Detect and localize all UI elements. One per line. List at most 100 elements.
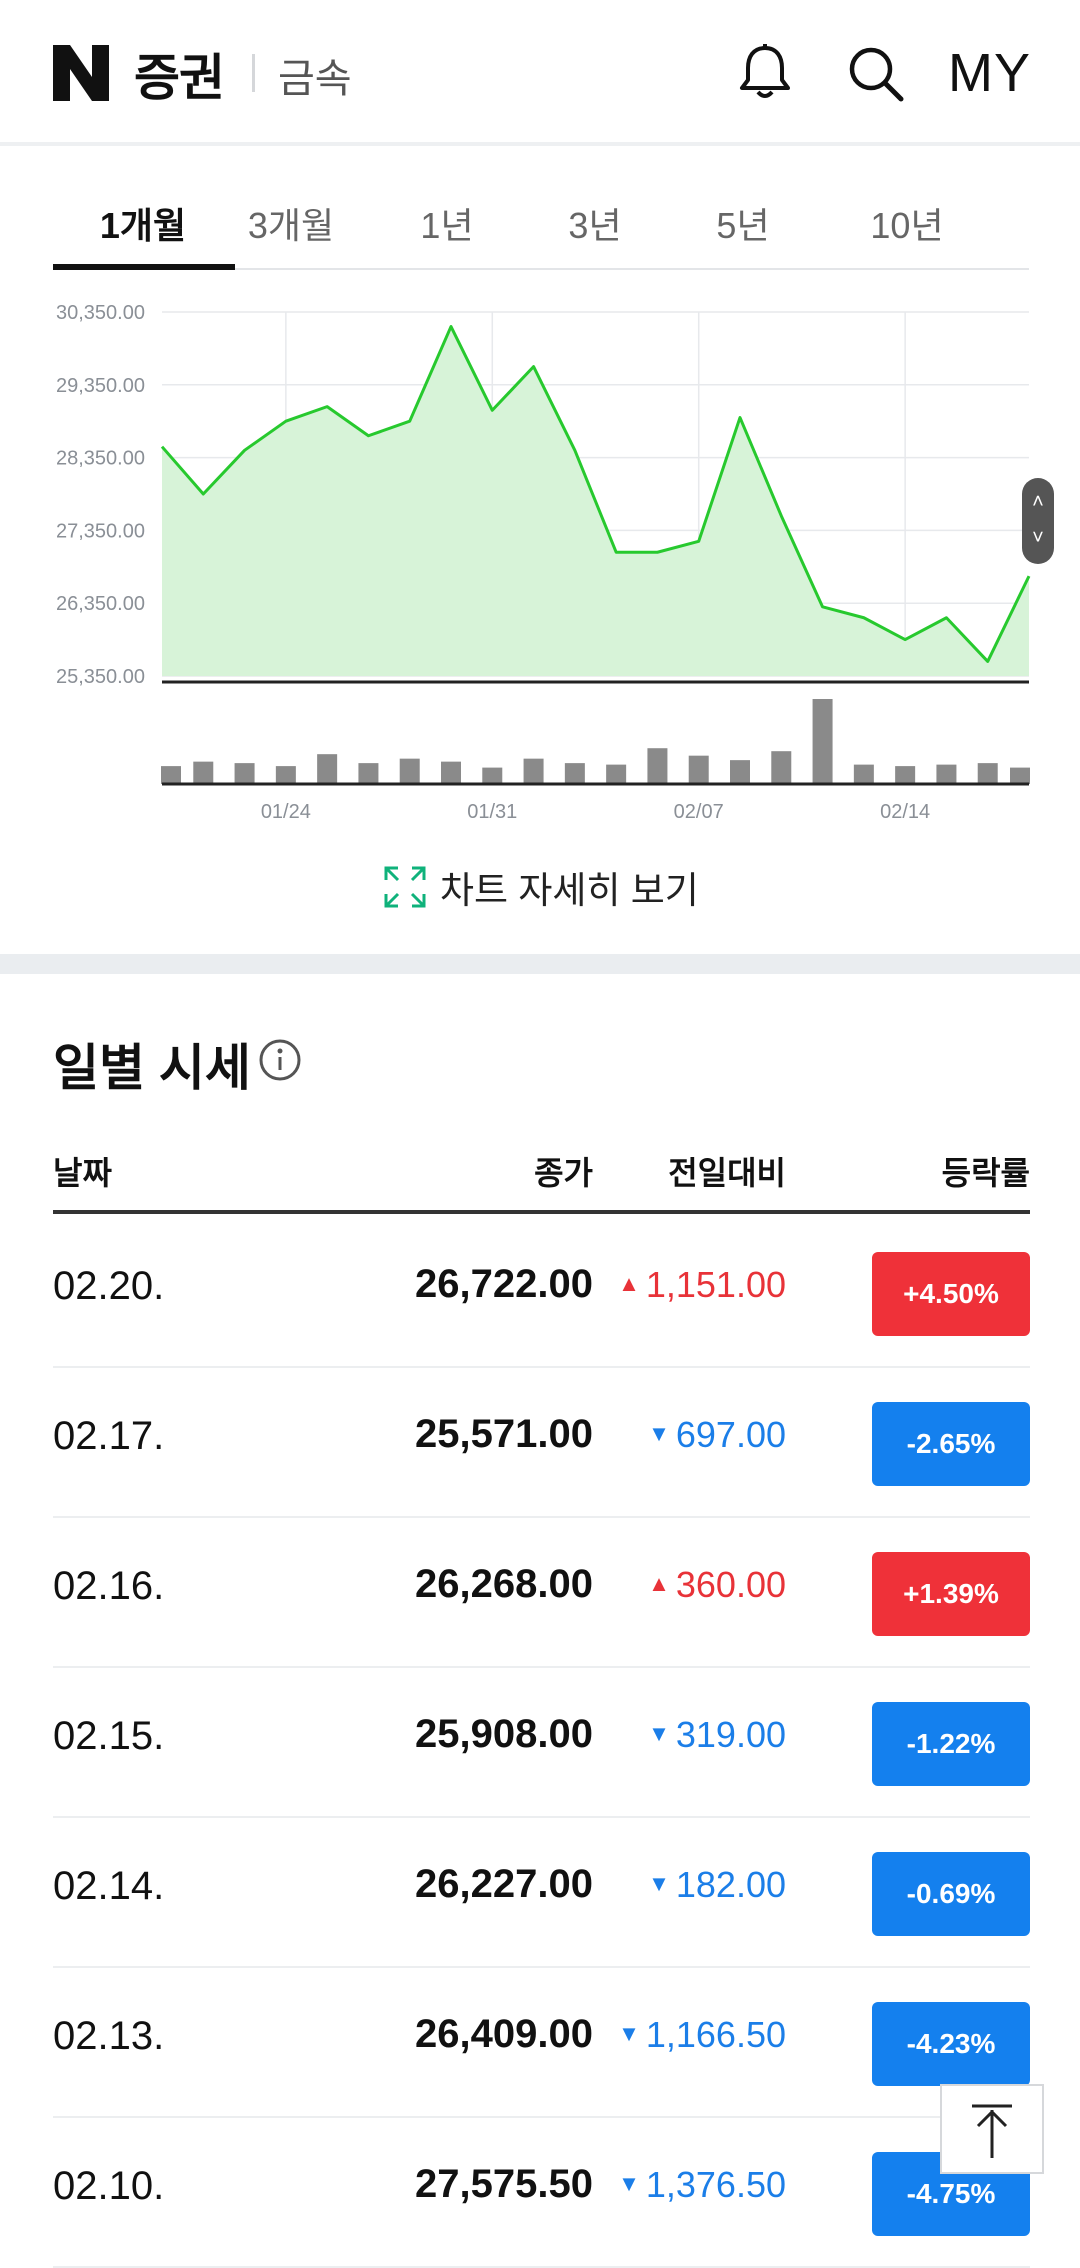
row-change: ▼ 182.00 — [648, 1864, 786, 1906]
row-close-price: 25,908.00 — [415, 1712, 593, 1756]
volume-bar — [275, 766, 296, 784]
row-date: 02.17. — [53, 1414, 165, 1458]
tab-3month[interactable]: 3개월 — [247, 205, 335, 246]
row-date: 02.13. — [53, 2014, 165, 2058]
volume-bar — [399, 758, 420, 784]
row-change-value: 319.00 — [675, 1714, 786, 1755]
row-rate-badge: +4.50% — [872, 1252, 1030, 1336]
section-divider — [0, 954, 1080, 974]
row-change-value: 1,151.00 — [645, 1264, 786, 1305]
my-menu-button[interactable]: MY — [948, 43, 1031, 103]
y-tick-label: 26,350.00 — [56, 593, 145, 615]
row-change: ▼ 697.00 — [648, 1414, 786, 1456]
header-close: 종가 — [534, 1155, 593, 1191]
y-tick-label: 27,350.00 — [56, 520, 145, 542]
table-row[interactable]: 02.20. 26,722.00 ▲ 1,151.00 +4.50% — [53, 1218, 1030, 1368]
row-change-value: 182.00 — [675, 1864, 786, 1905]
row-close-price: 26,409.00 — [415, 2012, 593, 2056]
row-change: ▼ 319.00 — [648, 1714, 786, 1756]
volume-bar — [977, 763, 998, 784]
x-tick-label: 01/24 — [261, 801, 311, 823]
row-change-value: 1,166.50 — [645, 2014, 786, 2055]
y-tick-label: 29,350.00 — [56, 375, 145, 397]
row-close-price: 26,722.00 — [415, 1262, 593, 1306]
row-date: 02.15. — [53, 1714, 165, 1758]
volume-bar — [317, 754, 338, 784]
price-line — [160, 325, 1031, 663]
header-diff: 전일대비 — [668, 1155, 786, 1191]
active-tab-indicator — [53, 264, 235, 270]
brand-title[interactable]: 증권 — [134, 50, 225, 106]
app-header: 증권 금속 MY — [0, 0, 1080, 146]
table-row[interactable]: 02.15. 25,908.00 ▼ 319.00 -1.22% — [53, 1668, 1030, 1818]
volume-bar — [647, 748, 668, 784]
chart-scroll-handle[interactable]: ˄ ˅ — [1022, 478, 1054, 564]
x-tick-label: 01/31 — [467, 801, 517, 823]
row-close-price: 27,575.50 — [415, 2162, 593, 2206]
table-row[interactable]: 02.13. 26,409.00 ▼ 1,166.50 -4.23% — [53, 1968, 1030, 2118]
volume-bar — [936, 764, 957, 784]
tab-1month[interactable]: 1개월 — [99, 205, 187, 246]
y-tick-label: 28,350.00 — [56, 448, 145, 470]
bell-icon[interactable] — [736, 42, 794, 102]
row-rate-badge: -1.22% — [872, 1702, 1030, 1786]
chart-detail-label: 차트 자세히 보기 — [440, 870, 699, 911]
table-row[interactable]: 02.16. 26,268.00 ▲ 360.00 +1.39% — [53, 1518, 1030, 1668]
naver-logo[interactable] — [53, 45, 109, 101]
row-change-value: 1,376.50 — [645, 2164, 786, 2205]
arrow-up-to-top-icon — [972, 2104, 1012, 2158]
triangle-up-icon: ▲ — [618, 1271, 640, 1296]
volume-bar — [234, 763, 255, 784]
volume-bar — [523, 758, 544, 784]
tab-3year[interactable]: 3년 — [568, 205, 622, 246]
table-row[interactable]: 02.17. 25,571.00 ▼ 697.00 -2.65% — [53, 1368, 1030, 1518]
triangle-down-icon: ▼ — [648, 1721, 670, 1746]
row-close-price: 25,571.00 — [415, 1412, 593, 1456]
volume-bar — [564, 763, 585, 784]
chart-detail-button[interactable]: 차트 자세히 보기 — [384, 862, 699, 912]
row-change: ▼ 1,376.50 — [618, 2164, 786, 2206]
table-row[interactable]: 02.10. 27,575.50 ▼ 1,376.50 -4.75% — [53, 2118, 1030, 2268]
tab-5year[interactable]: 5년 — [716, 205, 770, 246]
row-close-price: 26,268.00 — [415, 1562, 593, 1606]
header-divider — [252, 54, 255, 92]
search-icon[interactable] — [846, 44, 906, 104]
triangle-down-icon: ▼ — [648, 1421, 670, 1446]
price-chart[interactable]: 30,350.00 29,350.00 28,350.00 27,350.00 26,3… — [0, 280, 1080, 840]
daily-table-header: 날짜 종가 전일대비 등락률 — [53, 1144, 1030, 1214]
row-change: ▼ 1,166.50 — [618, 2014, 786, 2056]
volume-bar — [895, 766, 916, 784]
header-date: 날짜 — [53, 1155, 112, 1191]
triangle-down-icon: ▼ — [618, 2171, 640, 2196]
volume-bar — [812, 699, 833, 784]
volume-bar — [441, 761, 461, 784]
row-date: 02.14. — [53, 1864, 165, 1908]
row-rate-badge: -2.65% — [872, 1402, 1030, 1486]
x-tick-label: 02/14 — [880, 801, 930, 823]
row-change-value: 697.00 — [675, 1414, 786, 1455]
row-rate-badge: -4.23% — [872, 2002, 1030, 2086]
volume-bar — [606, 764, 627, 784]
header-rate: 등락률 — [941, 1155, 1030, 1191]
y-tick-label: 25,350.00 — [56, 666, 145, 688]
row-date: 02.20. — [53, 1264, 165, 1308]
row-rate-badge: -0.69% — [872, 1852, 1030, 1936]
volume-bar — [688, 755, 709, 784]
table-row[interactable]: 02.14. 26,227.00 ▼ 182.00 -0.69% — [53, 1818, 1030, 1968]
volume-bar — [771, 751, 792, 784]
tab-1year[interactable]: 1년 — [420, 205, 474, 246]
daily-price-title: 일별 시세 — [53, 1040, 251, 1096]
y-tick-label: 30,350.00 — [56, 302, 145, 324]
x-tick-label: 02/07 — [674, 801, 724, 823]
triangle-down-icon: ▼ — [648, 1871, 670, 1896]
row-date: 02.10. — [53, 2164, 165, 2208]
scroll-top-button[interactable] — [940, 2084, 1044, 2174]
volume-bar — [730, 760, 750, 784]
tab-10year[interactable]: 10년 — [870, 205, 944, 246]
volume-bar — [853, 764, 874, 784]
info-icon[interactable] — [258, 1038, 302, 1082]
row-date: 02.16. — [53, 1564, 165, 1608]
category-label: 금속 — [278, 57, 352, 101]
volume-bar — [193, 761, 214, 784]
volume-bar — [1010, 767, 1030, 784]
